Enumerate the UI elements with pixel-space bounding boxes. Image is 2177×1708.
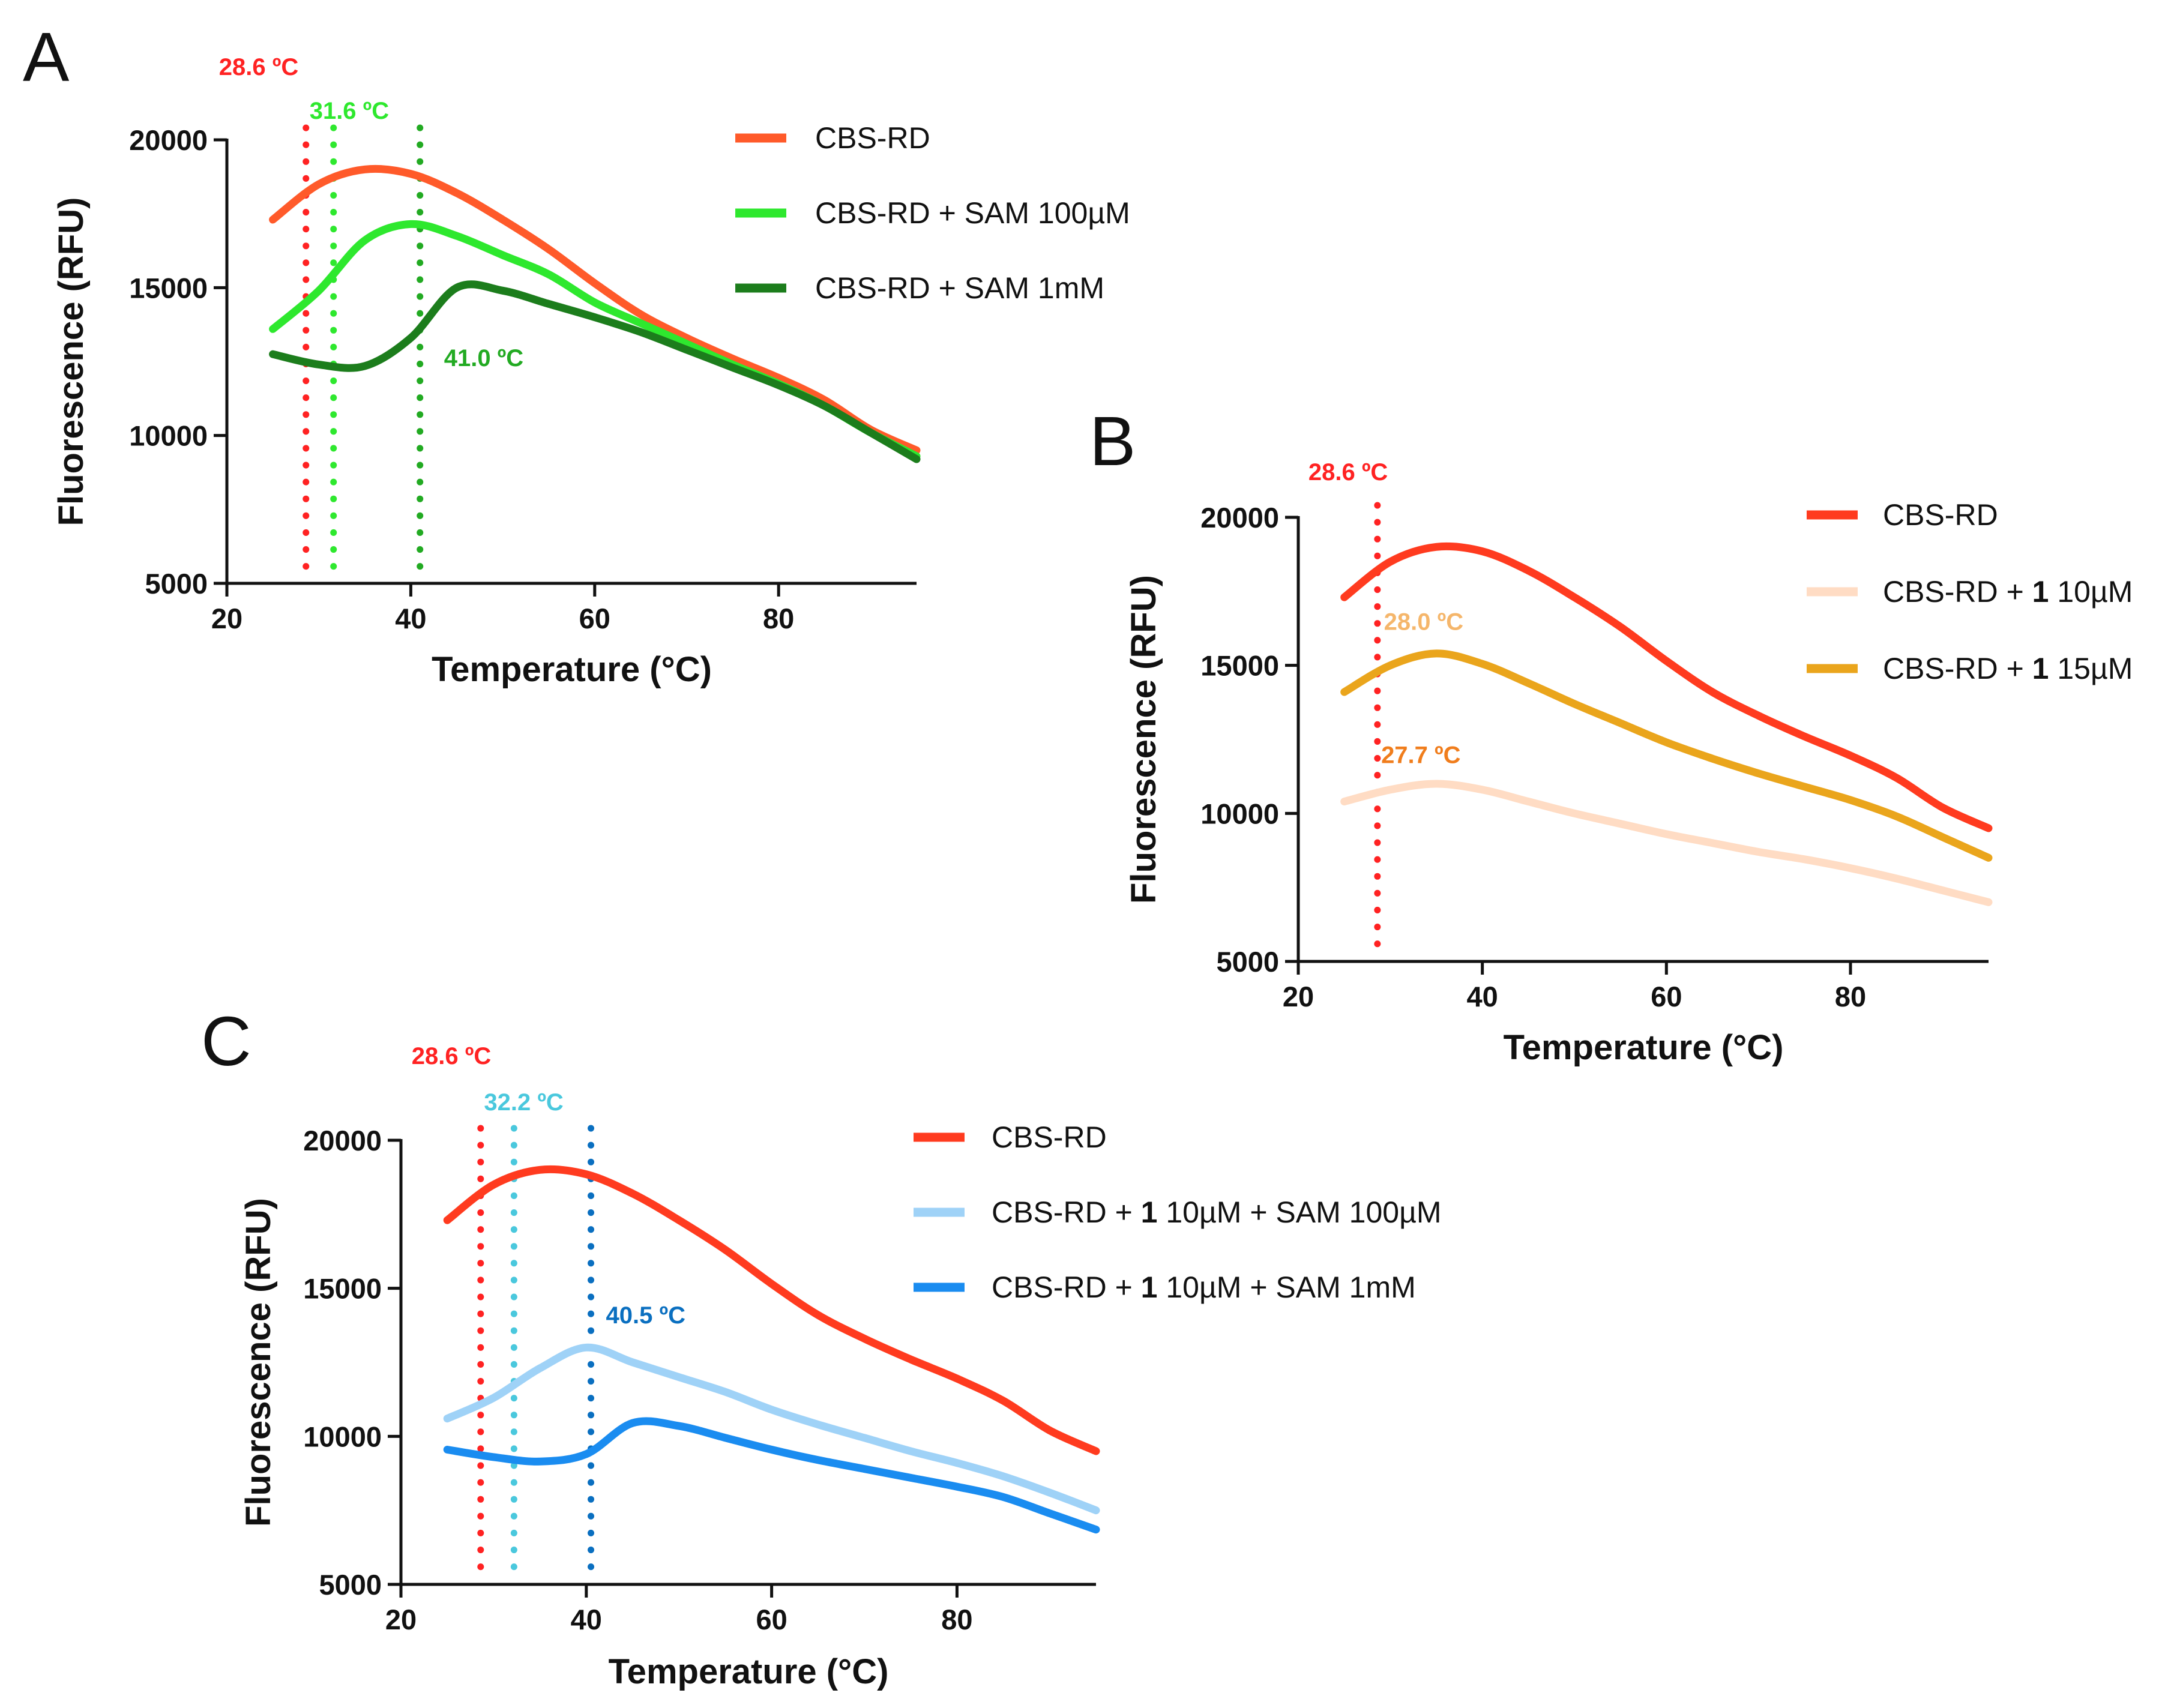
- panel-letter-a: A: [23, 18, 70, 96]
- chart-panel-b: 28.6 ºC 28.0 ºC 27.7 ºC 5000 10000 15000 20000…: [1124, 459, 2133, 1067]
- tm-label-c-1: 32.2 ºC: [484, 1089, 563, 1116]
- legend-label-c-1: CBS-RD + 1 10µM + SAM 100µM: [992, 1195, 1442, 1229]
- series-line-a-1: [269, 220, 921, 460]
- legend-label-b-2: CBS-RD + 1 15µM: [1883, 652, 2133, 685]
- series-line-a-0: [269, 164, 921, 454]
- y-tick-label-a-0: 5000: [145, 568, 208, 600]
- series-line-c-0: [443, 1165, 1100, 1455]
- legend-label-a-2: CBS-RD + SAM 1mM: [815, 271, 1104, 305]
- x-tick-label-b-1: 40: [1467, 981, 1498, 1012]
- tm-label-a-2: 41.0 ºC: [444, 345, 523, 371]
- series-line-b-0: [1340, 542, 1993, 832]
- y-tick-label-c-0: 5000: [319, 1569, 382, 1601]
- x-tick-label-b-3: 80: [1835, 981, 1866, 1012]
- x-tick-label-b-2: 60: [1651, 981, 1682, 1012]
- legend-label-a-1: CBS-RD + SAM 100µM: [815, 196, 1130, 230]
- series-line-c-1: [443, 1343, 1100, 1515]
- y-tick-label-c-1: 10000: [303, 1421, 382, 1452]
- x-tick-label-a-2: 60: [579, 603, 610, 634]
- y-tick-label-b-1: 10000: [1200, 798, 1279, 829]
- series-line-a-2: [269, 280, 921, 463]
- series-line-b-1: [1340, 780, 1993, 906]
- x-tick-label-a-0: 20: [211, 603, 242, 634]
- tm-label-a-1: 31.6 ºC: [310, 98, 389, 124]
- tm-label-c-0: 28.6 ºC: [412, 1043, 491, 1069]
- y-tick-label-b-2: 15000: [1200, 650, 1279, 682]
- legend-label-b-1: CBS-RD + 1 10µM: [1883, 575, 2133, 609]
- legend-label-c-0: CBS-RD: [992, 1120, 1107, 1154]
- chart-panel-c: 28.6 ºC 32.2 ºC 40.5 ºC 5000 10000 15000 20000…: [239, 1043, 1442, 1691]
- x-axis-title-b: Temperature (°C): [1504, 1028, 1784, 1067]
- y-tick-label-b-0: 5000: [1216, 946, 1279, 978]
- tm-label-b-0: 28.6 ºC: [1308, 459, 1388, 486]
- y-axis-title-c: Fluorescence (RFU): [239, 1198, 278, 1527]
- x-tick-label-c-1: 40: [571, 1604, 602, 1635]
- x-tick-label-a-3: 80: [763, 603, 794, 634]
- panel-letter-c: C: [201, 1002, 251, 1080]
- tm-label-c-2: 40.5 ºC: [606, 1302, 685, 1329]
- y-tick-label-a-2: 15000: [129, 272, 208, 304]
- chart-panel-a: 28.6 ºC 31.6 ºC 41.0 ºC 5000 10000 15000 20000…: [52, 54, 1130, 689]
- legend-label-a-0: CBS-RD: [815, 121, 930, 155]
- x-tick-label-c-0: 20: [385, 1604, 417, 1635]
- y-axis-title-b: Fluorescence (RFU): [1124, 575, 1163, 904]
- y-tick-label-c-3: 20000: [303, 1125, 382, 1156]
- annotation-b-1: 27.7 ºC: [1381, 742, 1460, 768]
- x-tick-label-a-1: 40: [395, 603, 426, 634]
- series-line-c-2: [443, 1417, 1100, 1534]
- legend-label-b-0: CBS-RD: [1883, 498, 1998, 532]
- x-tick-label-c-3: 80: [941, 1604, 972, 1635]
- y-tick-label-b-3: 20000: [1200, 502, 1279, 534]
- y-tick-label-a-1: 10000: [129, 420, 208, 452]
- panel-letter-b: B: [1089, 402, 1136, 480]
- x-axis-title-c: Temperature (°C): [609, 1652, 889, 1691]
- y-axis-title-a: Fluorescence (RFU): [52, 197, 91, 526]
- annotation-b-0: 28.0 ºC: [1384, 609, 1463, 635]
- x-tick-label-c-2: 60: [756, 1604, 787, 1635]
- y-tick-label-a-3: 20000: [129, 124, 208, 156]
- series-line-b-2: [1340, 649, 1993, 862]
- y-tick-label-c-2: 15000: [303, 1273, 382, 1305]
- x-tick-label-b-0: 20: [1283, 981, 1314, 1012]
- tm-label-a-0: 28.6 ºC: [219, 54, 298, 80]
- legend-label-c-2: CBS-RD + 1 10µM + SAM 1mM: [992, 1270, 1416, 1304]
- x-axis-title-a: Temperature (°C): [432, 650, 712, 689]
